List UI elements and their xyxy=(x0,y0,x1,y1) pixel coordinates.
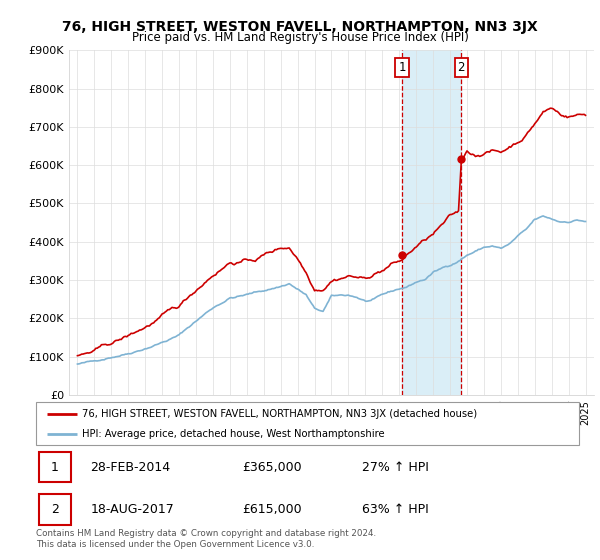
Text: Price paid vs. HM Land Registry's House Price Index (HPI): Price paid vs. HM Land Registry's House … xyxy=(131,31,469,44)
Bar xyxy=(402,50,461,395)
Text: 2: 2 xyxy=(51,503,59,516)
Text: Contains HM Land Registry data © Crown copyright and database right 2024.
This d: Contains HM Land Registry data © Crown c… xyxy=(36,529,376,549)
Text: £365,000: £365,000 xyxy=(242,460,302,474)
Text: 2: 2 xyxy=(458,61,465,74)
Bar xyxy=(39,452,71,482)
Text: 27% ↑ HPI: 27% ↑ HPI xyxy=(362,460,428,474)
Text: 63% ↑ HPI: 63% ↑ HPI xyxy=(362,503,428,516)
Text: 18-AUG-2017: 18-AUG-2017 xyxy=(91,503,174,516)
Text: 1: 1 xyxy=(51,460,59,474)
Text: 76, HIGH STREET, WESTON FAVELL, NORTHAMPTON, NN3 3JX (detached house): 76, HIGH STREET, WESTON FAVELL, NORTHAMP… xyxy=(82,409,477,419)
Text: 76, HIGH STREET, WESTON FAVELL, NORTHAMPTON, NN3 3JX: 76, HIGH STREET, WESTON FAVELL, NORTHAMP… xyxy=(62,20,538,34)
Text: 1: 1 xyxy=(398,61,406,74)
Text: 28-FEB-2014: 28-FEB-2014 xyxy=(91,460,170,474)
Text: HPI: Average price, detached house, West Northamptonshire: HPI: Average price, detached house, West… xyxy=(82,430,385,440)
Bar xyxy=(39,494,71,525)
Text: £615,000: £615,000 xyxy=(242,503,302,516)
